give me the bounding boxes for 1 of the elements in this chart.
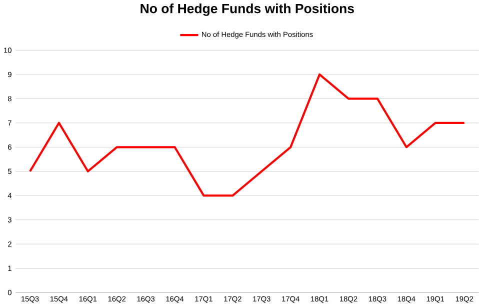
chart-title: No of Hedge Funds with Positions — [140, 3, 354, 16]
